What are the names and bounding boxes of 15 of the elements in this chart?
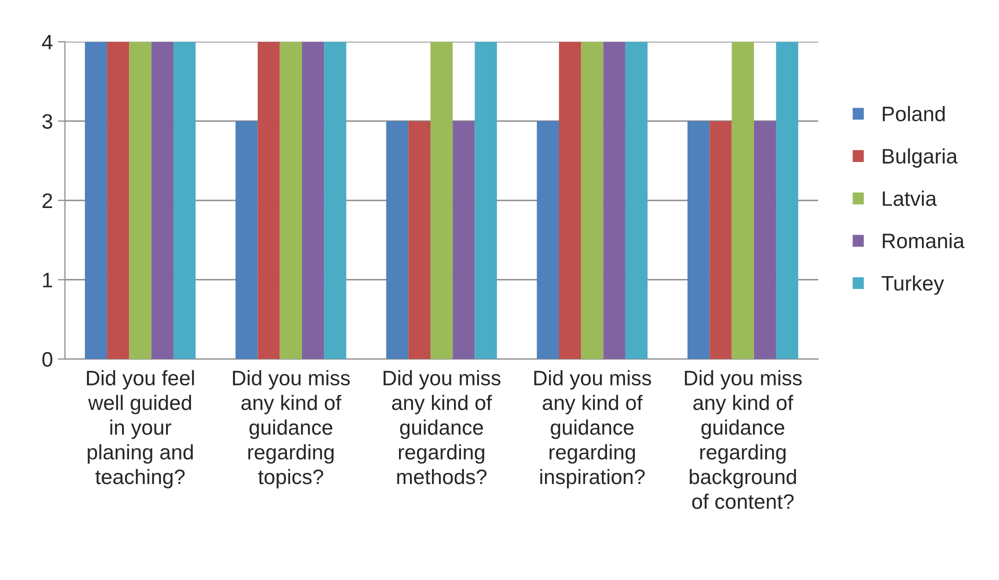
y-tick-label: 0 — [42, 352, 52, 367]
legend-label: Latvia — [882, 190, 937, 206]
y-tick-label: 4 — [42, 34, 53, 50]
legend-label: Turkey — [882, 275, 944, 295]
x-tick-label: Did you miss any kind of guidance regarding inspiration? — [534, 370, 652, 488]
legend-label: Bulgaria — [882, 148, 958, 168]
x-tick-label: Did you miss any kind of guidance regarding topics? — [233, 370, 350, 488]
x-tick-label: Did you miss any kind of guidance regarding background of content? — [684, 370, 802, 509]
x-tick-label: Did you miss any kind of guidance regarding methods? — [384, 370, 500, 484]
legend-label: Poland — [882, 106, 945, 122]
y-tick-label: 1 — [43, 272, 52, 288]
y-tick-label: 2 — [42, 193, 52, 208]
x-tick-label: Did you feel well guided in your planing and teaching? — [86, 370, 194, 488]
legend-label: Romania — [882, 233, 965, 248]
y-tick-label: 3 — [42, 114, 52, 129]
